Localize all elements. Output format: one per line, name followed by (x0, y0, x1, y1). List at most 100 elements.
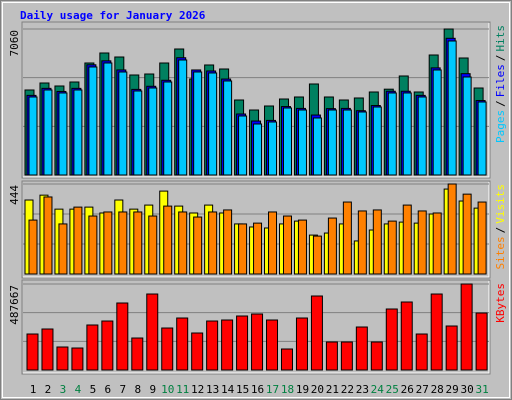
bar (103, 62, 113, 176)
bar (146, 293, 159, 371)
bar (103, 211, 113, 275)
x-tick-label: 8 (134, 383, 141, 396)
bar (43, 196, 53, 275)
bar (208, 211, 218, 275)
bar (86, 324, 99, 371)
bar (415, 333, 428, 371)
bar (223, 209, 233, 275)
legend-entry: KBytes (494, 283, 507, 323)
bar (178, 211, 188, 275)
bar (163, 205, 173, 275)
bar (357, 210, 367, 275)
bar (447, 183, 457, 275)
bar (312, 117, 322, 176)
bar (253, 222, 263, 275)
x-tick-label: 5 (90, 383, 97, 396)
bar (56, 346, 69, 371)
bar (268, 121, 278, 176)
bar (327, 109, 337, 176)
bar (133, 90, 143, 176)
x-tick-label: 1 (30, 383, 37, 396)
x-tick-label: 31 (475, 383, 488, 396)
x-tick-label: 26 (401, 383, 414, 396)
bar (312, 235, 322, 275)
bar (357, 111, 367, 176)
y-tick-label: 487667 (8, 285, 21, 325)
legend-entry: Files (494, 64, 507, 97)
bar (430, 293, 443, 371)
bar (133, 211, 143, 275)
bar (432, 69, 442, 176)
legend-entry: Visits (494, 184, 507, 224)
bar (193, 71, 203, 176)
bar (387, 220, 397, 275)
bar (355, 326, 368, 371)
bar (238, 223, 248, 275)
x-tick-label: 15 (236, 383, 249, 396)
bar (148, 87, 158, 176)
bar (238, 115, 248, 176)
x-tick-label: 6 (105, 383, 112, 396)
bar (73, 89, 83, 176)
bar (297, 219, 307, 275)
legend-separator: / (494, 55, 507, 62)
bar (477, 101, 487, 176)
bar (297, 109, 307, 176)
x-tick-label: 28 (431, 383, 444, 396)
bar (372, 106, 382, 176)
panel-bevel (23, 281, 490, 374)
x-tick-label: 18 (281, 383, 294, 396)
bar (432, 212, 442, 275)
x-tick-label: 29 (446, 383, 459, 396)
bar (178, 59, 188, 176)
bar (88, 215, 98, 275)
bar (462, 193, 472, 275)
legend: Sites / Visits (494, 184, 507, 270)
chart-title: Daily usage for January 2026 (20, 9, 206, 22)
bar (268, 211, 278, 275)
x-tick-label: 27 (416, 383, 429, 396)
panel-bevel (23, 23, 490, 178)
bar (282, 107, 292, 176)
bar (206, 320, 219, 371)
legend: Pages / Files / Hits (494, 25, 507, 143)
bar (402, 204, 412, 275)
y-tick-label: 7060 (8, 30, 21, 57)
x-tick-label: 20 (311, 383, 324, 396)
bar (342, 201, 352, 275)
x-tick-label: 11 (176, 383, 189, 396)
bar (327, 217, 337, 275)
bar (447, 40, 457, 176)
x-tick-label: 17 (266, 383, 279, 396)
bar (402, 92, 412, 176)
legend-entry: Hits (494, 25, 507, 52)
bar (280, 348, 293, 371)
bar (101, 320, 114, 371)
x-tick-label: 19 (296, 383, 309, 396)
bar (460, 283, 473, 371)
bar (223, 80, 233, 176)
bar (43, 89, 53, 176)
bar (116, 302, 129, 371)
bar (417, 210, 427, 275)
bar (58, 92, 68, 176)
x-tick-label: 14 (221, 383, 235, 396)
bar (370, 341, 383, 371)
bar (26, 333, 39, 371)
bar (477, 201, 487, 275)
bar (221, 319, 234, 371)
bar (385, 308, 398, 371)
x-tick-label: 22 (341, 383, 354, 396)
x-tick-label: 25 (386, 383, 399, 396)
bar (445, 325, 458, 371)
legend-entry: Sites (494, 236, 507, 269)
x-tick-label: 23 (356, 383, 369, 396)
bar (161, 327, 174, 371)
bar (462, 76, 472, 176)
x-tick-label: 13 (206, 383, 219, 396)
bar (28, 219, 38, 275)
bar (73, 206, 83, 275)
x-tick-label: 7 (120, 383, 127, 396)
x-tick-label: 30 (461, 383, 474, 396)
